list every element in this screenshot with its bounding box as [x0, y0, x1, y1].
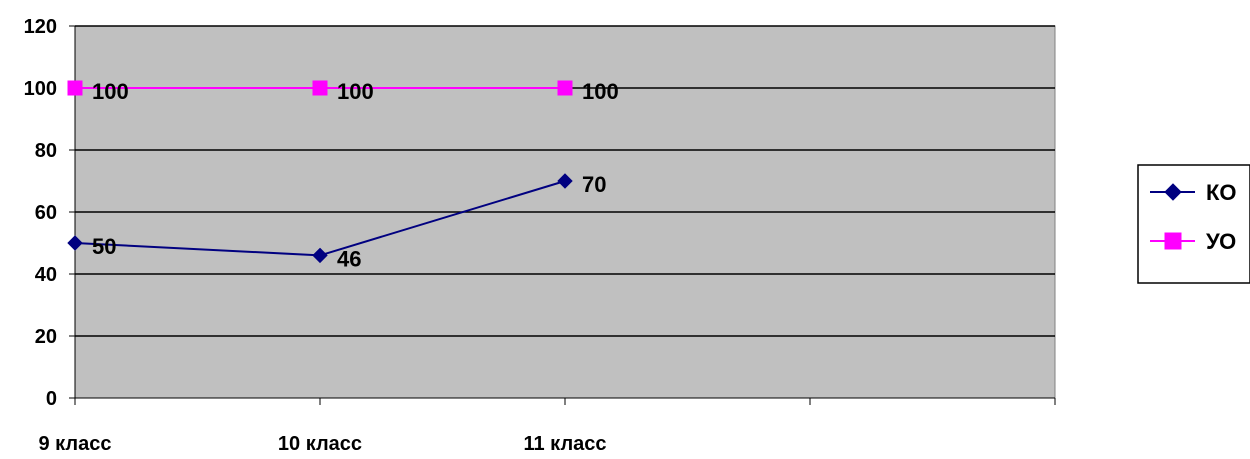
series-0-data-label-2: 70 [582, 172, 606, 197]
x-tick-label-0: 9 класс [38, 433, 111, 454]
y-tick-label-5: 100 [24, 78, 57, 100]
series-0-data-label-1: 46 [337, 246, 361, 271]
series-1-point-1 [312, 80, 328, 96]
series-1-data-label-2: 100 [582, 79, 619, 104]
legend-label-0: КО [1206, 180, 1237, 205]
legend-label-1: УО [1206, 229, 1236, 254]
legend-marker-1 [1164, 232, 1182, 250]
legend-marker-0 [1164, 183, 1182, 201]
series-0-data-label-0: 50 [92, 234, 116, 259]
series-1-data-label-0: 100 [92, 79, 129, 104]
y-tick-label-0: 0 [46, 388, 57, 410]
y-tick-label-4: 80 [35, 140, 57, 162]
y-tick-label-2: 40 [35, 264, 57, 286]
y-tick-label-1: 20 [35, 326, 57, 348]
x-tick-label-1: 10 класс [278, 433, 362, 454]
series-0-point-0 [67, 235, 83, 251]
y-tick-label-3: 60 [35, 202, 57, 224]
legend-box [1137, 164, 1250, 284]
series-1-point-0 [67, 80, 83, 96]
series-1-data-label-1: 100 [337, 79, 374, 104]
series-1-point-2 [557, 80, 573, 96]
series-0-point-1 [312, 247, 328, 264]
y-tick-label-6: 120 [24, 16, 57, 38]
x-tick-label-2: 11 класс [523, 433, 606, 454]
series-0-point-2 [557, 173, 573, 189]
